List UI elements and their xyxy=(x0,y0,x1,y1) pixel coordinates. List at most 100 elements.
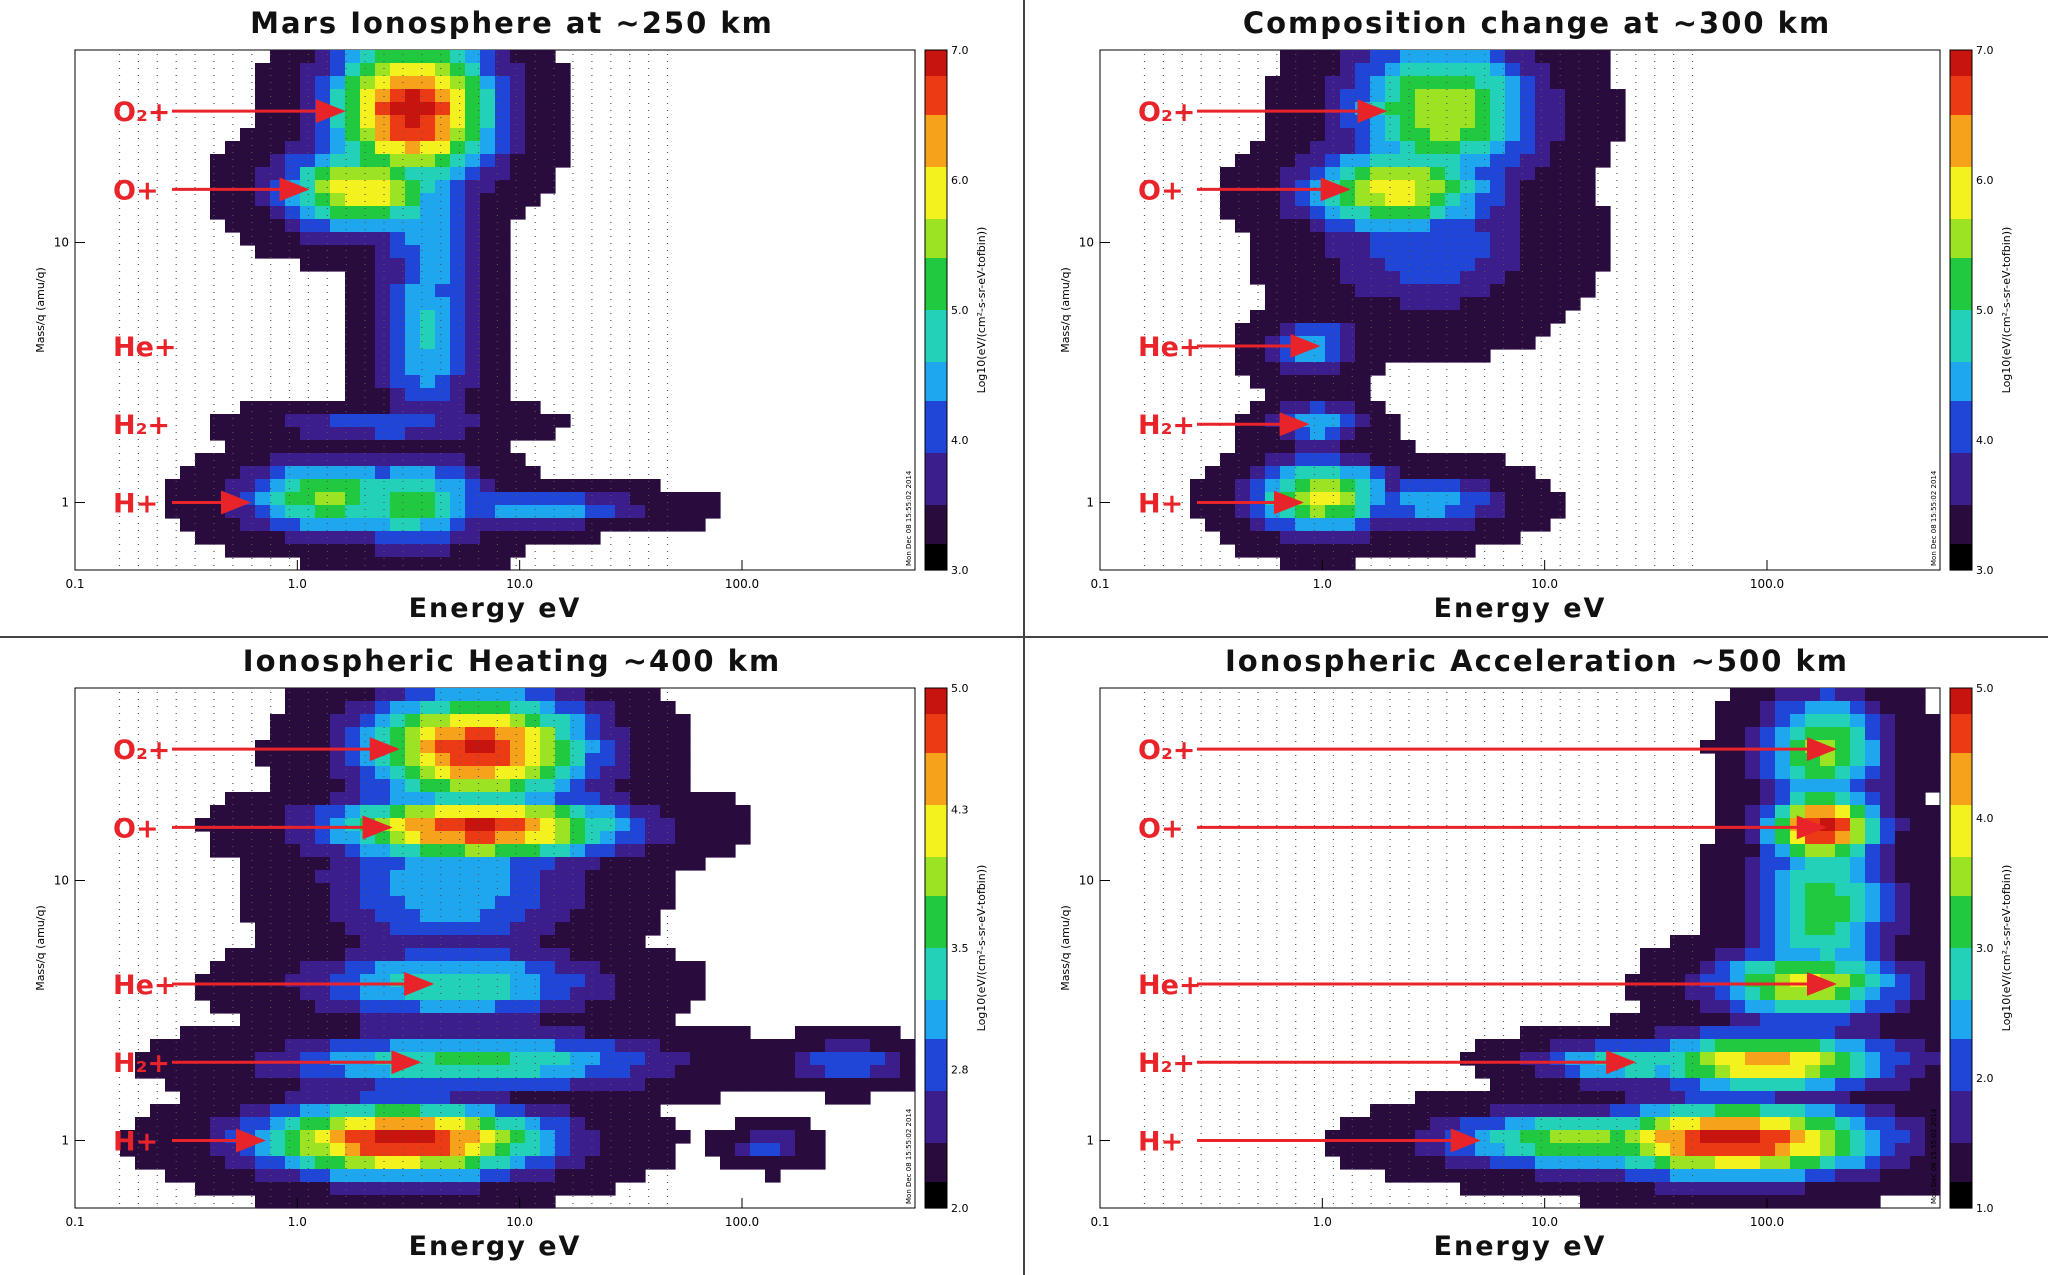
heat-cell xyxy=(315,896,331,910)
heat-cell xyxy=(1295,518,1311,532)
heat-cell xyxy=(315,557,331,571)
heat-cell xyxy=(1205,479,1221,493)
heat-cell xyxy=(210,805,226,819)
heat-cell xyxy=(420,805,436,819)
heat-cell xyxy=(1265,115,1281,129)
heat-cell xyxy=(540,701,556,715)
colorbar-step xyxy=(1950,1143,1972,1157)
heat-cell xyxy=(345,440,361,454)
heat-cell xyxy=(540,89,556,103)
heat-cell xyxy=(1820,701,1836,715)
heat-cell xyxy=(420,727,436,741)
heat-cell xyxy=(1370,505,1386,519)
heat-cell xyxy=(810,1065,826,1079)
heat-cell xyxy=(435,714,451,728)
heat-cell xyxy=(1820,844,1836,858)
heat-cell xyxy=(1460,89,1476,103)
heat-cell xyxy=(1895,896,1911,910)
heat-cell xyxy=(1610,1117,1626,1131)
heat-cell xyxy=(1265,336,1281,350)
heat-cell xyxy=(645,1104,661,1118)
heat-cell xyxy=(375,180,391,194)
heat-cell xyxy=(1580,1104,1596,1118)
heat-cell xyxy=(750,1143,766,1157)
heat-cell xyxy=(525,466,541,480)
heat-cell xyxy=(1760,831,1776,845)
heat-cell xyxy=(1310,297,1326,311)
heat-cell xyxy=(270,531,286,545)
heat-cell xyxy=(570,1091,586,1105)
heat-cell xyxy=(255,531,271,545)
heat-cell xyxy=(360,1000,376,1014)
heat-cell xyxy=(1715,805,1731,819)
heat-cell xyxy=(1775,1091,1791,1105)
heat-cell xyxy=(1910,1052,1926,1066)
heat-cell xyxy=(1430,310,1446,324)
heat-cell xyxy=(360,258,376,272)
heat-cell xyxy=(1850,740,1866,754)
heat-cell xyxy=(1430,258,1446,272)
heat-cell xyxy=(315,857,331,871)
heat-cell xyxy=(1370,401,1386,415)
heat-cell xyxy=(405,1169,421,1183)
heat-cell xyxy=(1460,128,1476,142)
heat-cell xyxy=(390,505,406,519)
heat-cell xyxy=(1790,870,1806,884)
heat-cell xyxy=(585,479,601,493)
heat-cell xyxy=(1295,167,1311,181)
heat-cell xyxy=(330,89,346,103)
heat-cell xyxy=(240,818,256,832)
heat-cell xyxy=(420,1156,436,1170)
heat-cell xyxy=(570,1026,586,1040)
heat-cell xyxy=(765,1169,781,1183)
heat-cell xyxy=(1775,688,1791,702)
heat-cell xyxy=(135,1052,151,1066)
heat-cell xyxy=(1745,1000,1761,1014)
heat-cell xyxy=(180,1117,196,1131)
heat-cell xyxy=(1475,115,1491,129)
heat-cell xyxy=(1385,505,1401,519)
heat-cell xyxy=(600,753,616,767)
heat-cell xyxy=(150,1117,166,1131)
heat-cell xyxy=(1625,1156,1641,1170)
heat-cell xyxy=(1820,883,1836,897)
heat-cell xyxy=(285,1039,301,1053)
heat-cell xyxy=(495,1091,511,1105)
heat-cell xyxy=(1400,544,1416,558)
heat-cell xyxy=(1745,1052,1761,1066)
heat-cell xyxy=(1835,948,1851,962)
heat-cell xyxy=(1535,1169,1551,1183)
heat-cell xyxy=(450,466,466,480)
heat-cell xyxy=(510,909,526,923)
heat-cell xyxy=(195,1078,211,1092)
heat-cell xyxy=(1595,128,1611,142)
y-axis-label: Mass/q (amu/q) xyxy=(34,267,47,353)
colorbar-step xyxy=(1950,753,1972,767)
heat-cell xyxy=(1925,948,1941,962)
heat-cell xyxy=(1880,883,1896,897)
heat-cell xyxy=(435,258,451,272)
heat-cell xyxy=(585,1091,601,1105)
heat-cell xyxy=(1790,896,1806,910)
heat-cell xyxy=(255,232,271,246)
heat-cell xyxy=(465,1078,481,1092)
heat-cell xyxy=(510,922,526,936)
heat-cell xyxy=(810,1143,826,1157)
heat-cell xyxy=(615,1104,631,1118)
heat-cell xyxy=(510,688,526,702)
heat-cell xyxy=(1310,349,1326,363)
heat-cell xyxy=(1250,141,1266,155)
heat-cell xyxy=(1655,1065,1671,1079)
heat-cell xyxy=(1895,1169,1911,1183)
heat-cell xyxy=(450,883,466,897)
heat-cell xyxy=(390,466,406,480)
heat-cell xyxy=(1835,1117,1851,1131)
heat-cell xyxy=(420,792,436,806)
heat-cell xyxy=(585,1052,601,1066)
heat-cell xyxy=(465,870,481,884)
heat-cell xyxy=(450,896,466,910)
heat-cell xyxy=(405,219,421,233)
heat-cell xyxy=(315,1039,331,1053)
heat-cell xyxy=(270,896,286,910)
heat-cell xyxy=(1670,1156,1686,1170)
